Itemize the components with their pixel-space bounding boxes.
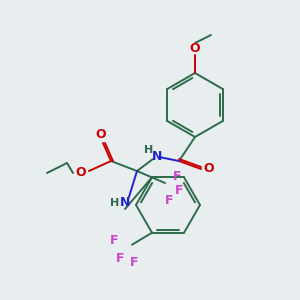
Text: O: O	[204, 163, 214, 176]
Text: F: F	[175, 184, 183, 197]
Text: O: O	[190, 43, 200, 56]
Text: N: N	[120, 196, 130, 209]
Text: N: N	[152, 149, 162, 163]
Text: F: F	[165, 194, 173, 208]
Text: F: F	[173, 170, 181, 184]
Text: H: H	[110, 198, 120, 208]
Text: O: O	[96, 128, 106, 142]
Text: F: F	[110, 234, 118, 247]
Text: F: F	[116, 252, 124, 265]
Text: O: O	[76, 167, 86, 179]
Text: H: H	[144, 145, 154, 155]
Text: F: F	[130, 256, 138, 269]
